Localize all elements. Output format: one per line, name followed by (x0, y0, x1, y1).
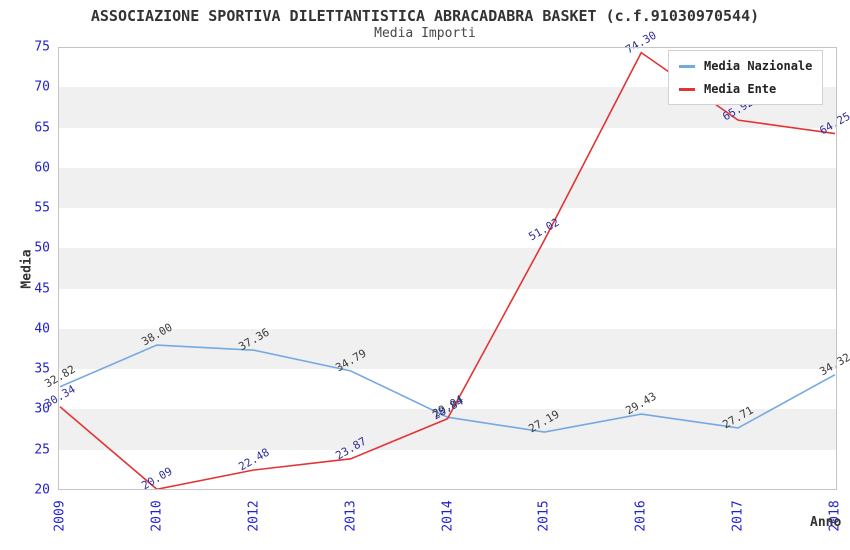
background-band (58, 208, 837, 249)
chart-subtitle: Media Importi (374, 26, 476, 41)
background-band (58, 167, 837, 209)
legend-item-ente: Media Ente (679, 82, 812, 96)
background-band (58, 127, 837, 168)
background-band (58, 328, 837, 370)
background-band (58, 248, 837, 289)
legend-label: Media Ente (704, 82, 777, 96)
background-band (58, 288, 837, 329)
background-band (58, 409, 837, 450)
background-band (58, 369, 837, 410)
legend: Media Nazionale Media Ente (668, 50, 824, 105)
line-series-svg (59, 51, 836, 491)
legend-marker (679, 64, 695, 68)
x-axis-title: Anno (810, 515, 842, 530)
legend-marker (679, 87, 695, 91)
plot-area: 32.82 38.00 37.36 34.79 29.04 27.19 29.43 27.71… (42, 28, 850, 492)
legend-item-nazionale: Media Nazionale (679, 59, 812, 73)
series-line (59, 51, 836, 491)
legend-label: Media Nazionale (704, 59, 813, 73)
chart-title: ASSOCIAZIONE SPORTIVA DILETTANTISTICA AB… (90, 7, 760, 25)
